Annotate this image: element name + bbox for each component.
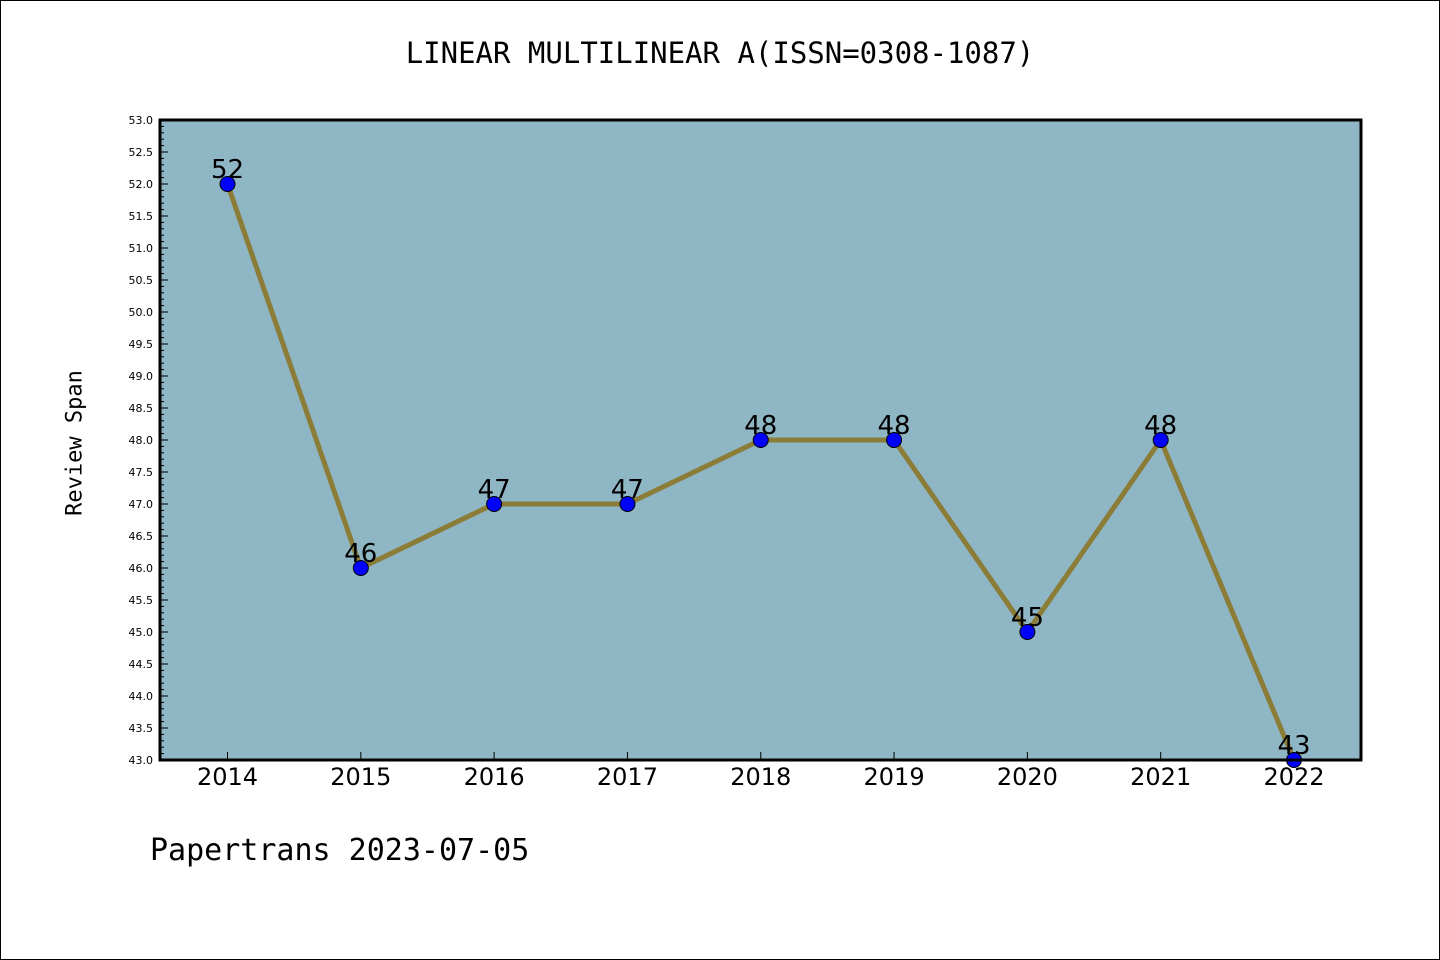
x-tick-label: 2019 <box>864 763 925 791</box>
y-tick-label: 53.0 <box>129 114 154 127</box>
y-tick-label: 44.5 <box>129 658 154 671</box>
y-tick-label: 51.5 <box>129 210 154 223</box>
y-tick-label: 52.0 <box>129 178 154 191</box>
y-tick-label: 47.5 <box>129 466 154 479</box>
footer-note: Papertrans 2023-07-05 <box>150 833 530 868</box>
y-axis-ticks: 43.0 43.5 44.0 44.5 45.0 45.5 46.0 46.5 47.0 47.5… <box>129 114 168 767</box>
y-tick-label: 45.5 <box>129 594 154 607</box>
data-point <box>1019 624 1036 640</box>
x-tick-label: 2014 <box>197 763 258 791</box>
x-tick-label: 2021 <box>1130 763 1191 791</box>
y-tick-label: 52.5 <box>129 146 154 159</box>
data-point <box>486 496 503 512</box>
plot-border <box>158 118 1363 762</box>
data-point <box>752 432 769 448</box>
data-label: 45 <box>1011 603 1044 633</box>
data-label: 46 <box>344 539 377 569</box>
y-tick-label: 43.5 <box>129 722 154 735</box>
data-label: 48 <box>744 411 777 441</box>
x-tick-label: 2020 <box>997 763 1058 791</box>
y-tick-label: 50.0 <box>129 306 154 319</box>
y-tick-label: 46.5 <box>129 530 154 543</box>
y-tick-label: 46.0 <box>129 562 154 575</box>
data-label: 48 <box>878 411 911 441</box>
y-tick-label: 50.5 <box>129 274 154 287</box>
chart-title: LINEAR MULTILINEAR A(ISSN=0308-1087) <box>405 36 1035 70</box>
data-point <box>619 496 636 512</box>
data-point <box>219 176 236 192</box>
y-tick-label: 48.0 <box>129 434 154 447</box>
y-tick-label: 49.5 <box>129 338 154 351</box>
y-tick-label: 47.0 <box>129 498 154 511</box>
y-tick-label: 43.0 <box>129 754 154 767</box>
data-label: 47 <box>478 475 511 505</box>
x-axis-ticks: 2014 2015 2016 2017 2018 2019 2020 2021 2022 <box>197 752 1325 791</box>
data-point <box>886 432 903 448</box>
data-labels: 52 46 47 47 48 48 45 48 43 <box>211 155 1311 761</box>
x-tick-label: 2017 <box>597 763 658 791</box>
x-tick-label: 2018 <box>730 763 791 791</box>
y-tick-label: 44.0 <box>129 690 154 703</box>
y-tick-label: 48.5 <box>129 402 154 415</box>
data-label: 48 <box>1144 411 1177 441</box>
data-label: 43 <box>1277 731 1310 761</box>
y-tick-label: 45.0 <box>129 626 154 639</box>
data-point <box>352 560 369 576</box>
data-label: 52 <box>211 155 244 185</box>
x-tick-label: 2015 <box>330 763 391 791</box>
y-tick-label: 49.0 <box>129 370 154 383</box>
x-tick-label: 2016 <box>464 763 525 791</box>
y-tick-label: 51.0 <box>129 242 154 255</box>
series-markers <box>219 176 1302 768</box>
data-point <box>1152 432 1169 448</box>
data-label: 47 <box>611 475 644 505</box>
